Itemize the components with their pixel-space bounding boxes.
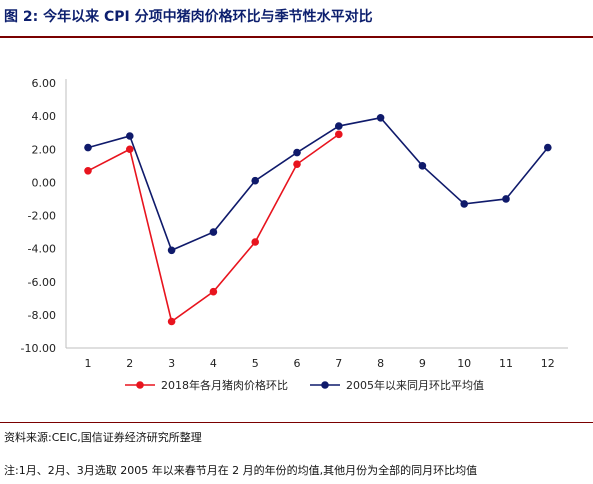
series-1-point xyxy=(251,238,259,246)
source-text: 资料来源:CEIC,国信证券经济研究所整理 xyxy=(4,431,202,444)
y-tick-label: -6.00 xyxy=(28,276,56,289)
figure-title: 图 2: 今年以来 CPI 分项中猪肉价格环比与季节性水平对比 xyxy=(4,9,373,25)
y-tick-label: 2.00 xyxy=(32,143,57,156)
x-tick-label: 8 xyxy=(377,357,384,370)
x-tick-label: 11 xyxy=(499,357,513,370)
y-tick-label: -8.00 xyxy=(28,309,56,322)
y-tick-label: 6.00 xyxy=(32,77,57,90)
x-tick-label: 10 xyxy=(457,357,471,370)
series-2-point xyxy=(335,122,343,130)
x-tick-label: 5 xyxy=(252,357,259,370)
title-divider xyxy=(0,36,593,38)
y-tick-label: -4.00 xyxy=(28,243,56,256)
x-tick-label: 3 xyxy=(168,357,175,370)
series-2-point xyxy=(293,148,301,157)
series-1-point xyxy=(335,130,343,139)
legend-marker-2 xyxy=(321,381,329,389)
y-tick-label: -10.00 xyxy=(21,342,56,355)
series-1-point xyxy=(126,145,134,154)
series-1-point xyxy=(84,166,92,175)
x-tick-label: 1 xyxy=(85,357,92,370)
series-1-point xyxy=(209,287,218,296)
y-tick-label: 0.00 xyxy=(32,176,57,189)
line-chart: 6.00 4.00 2.00 0.00 -2.00 -4.00 -6.00 -8.00 -10.… xyxy=(21,77,568,392)
x-tick-label: 9 xyxy=(419,357,426,370)
series-2-point xyxy=(126,132,134,140)
series-2-point xyxy=(84,143,92,152)
y-tick-label: -2.00 xyxy=(28,210,56,223)
series-2-point xyxy=(418,162,427,170)
series-1-point xyxy=(167,317,176,326)
x-tick-label: 6 xyxy=(294,357,301,370)
chart-area: 6.00 4.00 2.00 0.00 -2.00 -4.00 -6.00 -8.00 -10.… xyxy=(0,40,593,410)
footer-divider xyxy=(0,422,593,423)
note-text: 注:1月、2月、3月选取 2005 年以来春节月在 2 月的年份的均值,其他月份… xyxy=(4,464,478,477)
y-tick-label: 4.00 xyxy=(32,110,57,123)
legend-label-2: 2005年以来同月环比平均值 xyxy=(346,378,484,392)
series-line-2 xyxy=(87,116,549,252)
series-2-point xyxy=(167,246,176,255)
series-2-point xyxy=(460,200,469,208)
legend-label-1: 2018年各月猪肉价格环比 xyxy=(161,378,288,392)
series-1-point xyxy=(293,160,301,168)
series-2-point xyxy=(502,195,510,203)
series-2-point xyxy=(544,143,552,152)
x-tick-label: 2 xyxy=(126,357,133,370)
x-tick-label: 7 xyxy=(335,357,342,370)
series-2-point xyxy=(209,228,218,236)
x-tick-label: 12 xyxy=(541,357,555,370)
figure-header: 图 2: 今年以来 CPI 分项中猪肉价格环比与季节性水平对比 xyxy=(0,0,593,40)
legend-marker-1 xyxy=(136,381,144,389)
series-2-point xyxy=(251,176,259,185)
series-2-point xyxy=(376,113,385,122)
x-tick-label: 4 xyxy=(210,357,217,370)
